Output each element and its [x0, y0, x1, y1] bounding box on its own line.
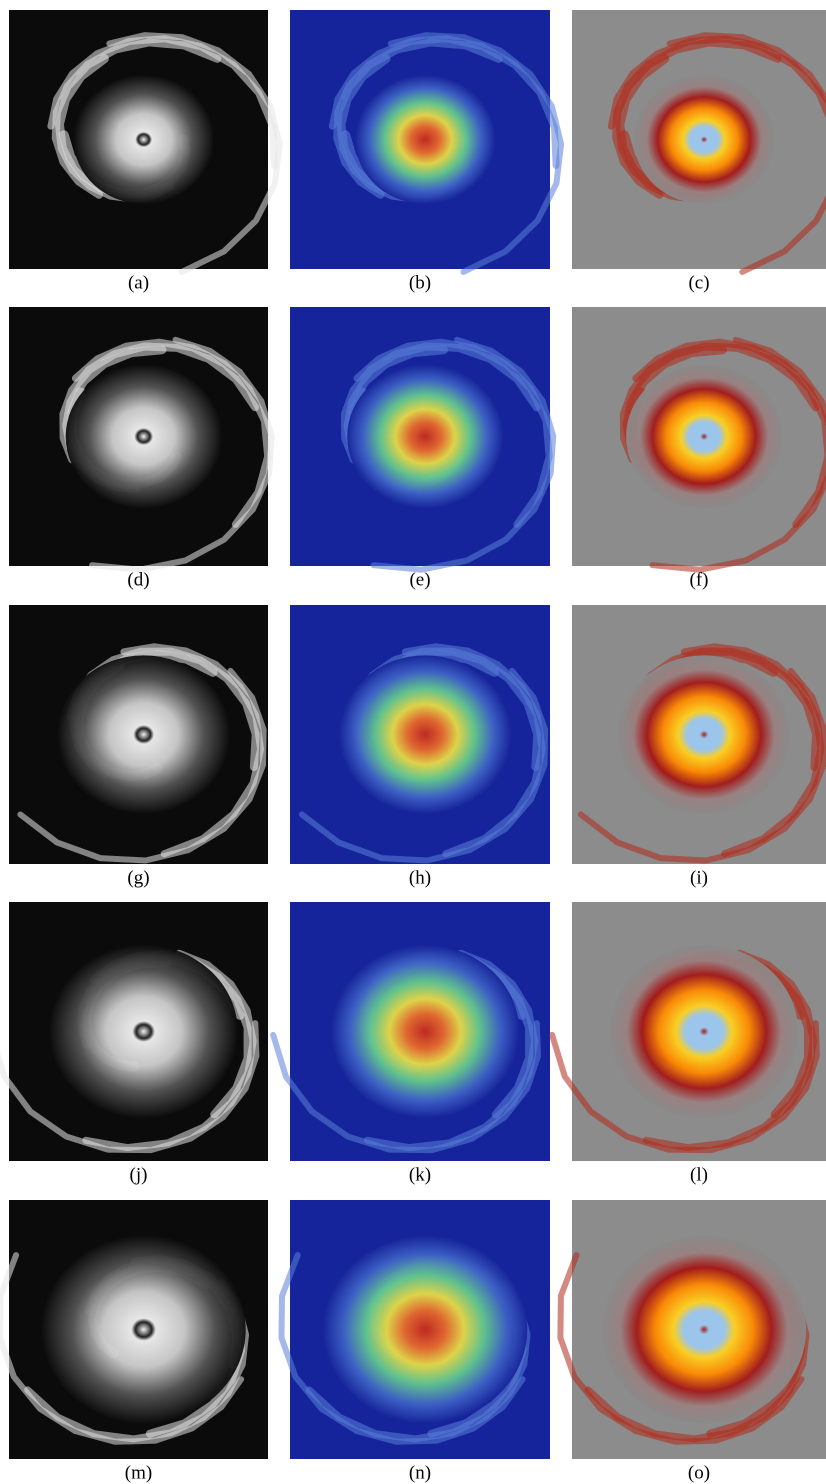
storm-core	[355, 75, 495, 204]
panel-caption: (o)	[688, 1462, 710, 1483]
storm-core	[347, 365, 503, 509]
page: (a) (b) (c) (d) (e) (f) (g) (h) (i) (j) (k) (l) (m) (…	[0, 0, 826, 1484]
panel-caption: (l)	[690, 1164, 708, 1185]
storm-core	[618, 655, 790, 813]
panel-caption: (i)	[690, 867, 708, 888]
panel-caption: (a)	[128, 272, 149, 293]
panel-image	[560, 1200, 826, 1459]
panel-caption: (b)	[409, 272, 431, 293]
panel-image	[0, 902, 268, 1161]
panel-image	[0, 1200, 268, 1459]
storm-core	[74, 75, 214, 204]
panel-image	[552, 902, 826, 1161]
panel-caption: (j)	[130, 1164, 148, 1185]
panel-caption: (n)	[409, 1462, 431, 1483]
storm-core	[50, 945, 238, 1118]
storm-core	[610, 945, 798, 1118]
storm-core	[331, 945, 519, 1118]
storm-core	[58, 655, 230, 813]
storm-core	[323, 1236, 527, 1424]
storm-core	[66, 365, 222, 509]
panel-image	[572, 10, 826, 272]
panel-image	[290, 307, 553, 570]
panel-caption: (d)	[127, 569, 149, 590]
storm-core	[602, 1236, 806, 1424]
storm-core	[626, 365, 782, 509]
panel-caption: (f)	[690, 569, 709, 590]
storm-core	[634, 75, 774, 204]
panel-image	[9, 307, 272, 570]
panel-image	[9, 605, 268, 864]
panel-image	[9, 10, 280, 272]
panel-image	[290, 10, 561, 272]
panel-image	[273, 902, 550, 1161]
figure: (a) (b) (c) (d) (e) (f) (g) (h) (i) (j) (k) (l) (m) (…	[0, 0, 826, 1484]
panel-image	[572, 307, 826, 570]
storm-core	[42, 1236, 246, 1424]
panel-caption: (m)	[125, 1462, 152, 1483]
panel-image	[572, 605, 826, 864]
panel-image	[282, 1200, 551, 1459]
panel-caption: (e)	[409, 569, 430, 590]
panel-image	[290, 605, 550, 864]
panel-caption: (c)	[688, 272, 709, 293]
panel-caption: (g)	[127, 867, 149, 888]
storm-core	[339, 655, 511, 813]
panel-caption: (h)	[409, 867, 431, 888]
panel-caption: (k)	[409, 1164, 431, 1185]
